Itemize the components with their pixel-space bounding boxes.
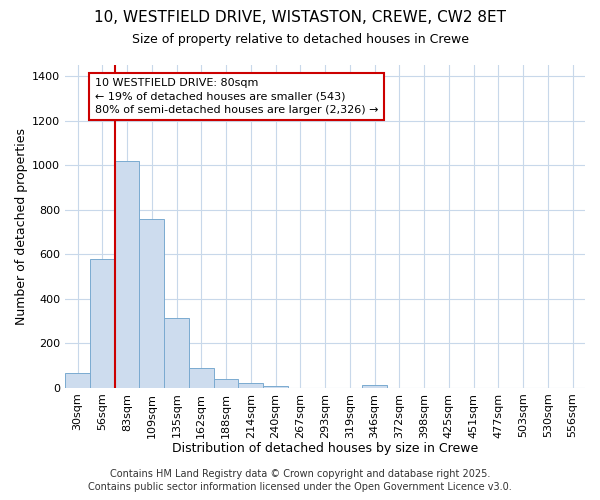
Text: Contains HM Land Registry data © Crown copyright and database right 2025.
Contai: Contains HM Land Registry data © Crown c…	[88, 470, 512, 492]
Bar	[238, 384, 263, 388]
Bar	[65, 374, 90, 388]
Bar	[90, 258, 115, 388]
Bar	[164, 318, 189, 388]
Bar	[115, 160, 139, 388]
Text: Size of property relative to detached houses in Crewe: Size of property relative to detached ho…	[131, 32, 469, 46]
X-axis label: Distribution of detached houses by size in Crewe: Distribution of detached houses by size …	[172, 442, 478, 455]
Bar	[214, 379, 238, 388]
Bar	[263, 386, 288, 388]
Text: 10 WESTFIELD DRIVE: 80sqm
← 19% of detached houses are smaller (543)
80% of semi: 10 WESTFIELD DRIVE: 80sqm ← 19% of detac…	[95, 78, 379, 115]
Bar	[362, 385, 387, 388]
Text: 10, WESTFIELD DRIVE, WISTASTON, CREWE, CW2 8ET: 10, WESTFIELD DRIVE, WISTASTON, CREWE, C…	[94, 10, 506, 25]
Bar	[189, 368, 214, 388]
Y-axis label: Number of detached properties: Number of detached properties	[15, 128, 28, 325]
Bar	[139, 218, 164, 388]
